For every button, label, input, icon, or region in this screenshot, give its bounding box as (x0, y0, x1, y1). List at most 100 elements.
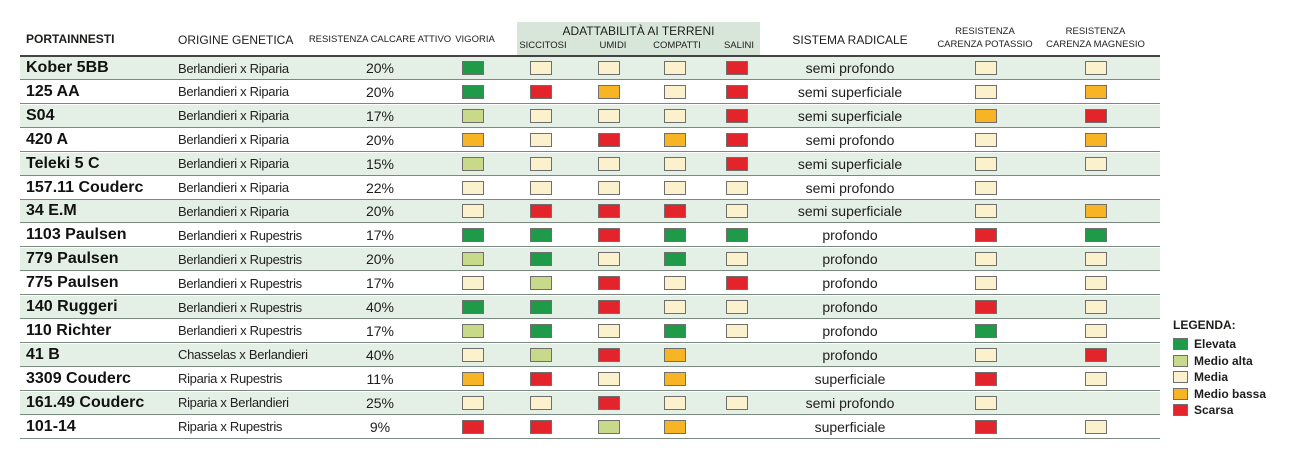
root-system: profondo (822, 322, 878, 339)
salini-rating-swatch (726, 252, 748, 267)
salini-rating-swatch (726, 323, 748, 338)
calcare-resistance: 40% (365, 299, 395, 315)
root-system: superficiale (814, 370, 886, 387)
calcare-resistance: 17% (365, 227, 395, 244)
compatti-rating-swatch (664, 108, 686, 123)
calcare-resistance: 17% (365, 107, 395, 124)
umidi-rating-swatch (598, 323, 620, 338)
salini-rating-swatch (726, 156, 748, 171)
vigoria-rating-swatch (462, 323, 484, 338)
potassio-rating-swatch (975, 395, 997, 410)
root-system: profondo (822, 251, 878, 268)
potassio-rating-swatch (975, 347, 997, 362)
rootstock-name: 1103 Paulsen (26, 226, 127, 244)
calcare-resistance: 22% (365, 179, 395, 196)
potassio-rating-swatch (975, 156, 997, 171)
umidi-rating-swatch (598, 300, 620, 314)
calcare-resistance: 9% (369, 418, 391, 435)
salini-rating-swatch (726, 180, 748, 195)
magnesio-rating-swatch (1085, 252, 1107, 267)
umidi-rating-swatch (598, 419, 620, 434)
root-system: profondo (822, 299, 878, 315)
root-system: semi profondo (805, 394, 895, 411)
vigoria-rating-swatch (462, 156, 484, 171)
umidi-rating-swatch (598, 252, 620, 267)
calcare-resistance: 20% (365, 203, 395, 220)
siccitosi-rating-swatch (530, 156, 552, 171)
umidi-rating-swatch (598, 228, 620, 243)
genetic-origin: Berlandieri x Riparia (178, 60, 289, 76)
rootstock-name: Kober 5BB (26, 59, 109, 76)
siccitosi-rating-swatch (530, 132, 552, 147)
potassio-rating-swatch (975, 300, 997, 314)
potassio-rating-swatch (975, 84, 997, 99)
compatti-rating-swatch (664, 132, 686, 147)
potassio-rating-swatch (975, 204, 997, 219)
root-system: semi superficiale (797, 107, 903, 124)
rootstock-name: 110 Richter (26, 321, 112, 339)
salini-rating-swatch (726, 395, 748, 410)
potassio-rating-swatch (975, 419, 997, 434)
compatti-rating-swatch (664, 276, 686, 291)
root-system: superficiale (814, 418, 886, 435)
siccitosi-rating-swatch (530, 395, 552, 410)
rootstock-name: Teleki 5 C (26, 154, 100, 172)
header-sistema-radicale: SISTEMA RADICALE (792, 33, 908, 47)
magnesio-rating-swatch (1085, 132, 1107, 147)
legend-item: Scarsa (1173, 402, 1233, 418)
siccitosi-rating-swatch (530, 371, 552, 386)
header-siccitosi: SICCITOSI (519, 40, 567, 51)
vigoria-rating-swatch (462, 132, 484, 147)
potassio-rating-swatch (975, 108, 997, 123)
calcare-resistance: 20% (365, 60, 395, 76)
genetic-origin: Berlandieri x Riparia (178, 84, 289, 100)
genetic-origin: Riparia x Berlandieri (178, 395, 289, 411)
vigoria-rating-swatch (462, 395, 484, 410)
table-row: Kober 5BB Berlandieri x Riparia 20% semi pr… (20, 57, 1160, 80)
table-row: 157.11 Couderc Berlandieri x Riparia 22% se… (20, 177, 1160, 200)
table-row: Teleki 5 C Berlandieri x Riparia 15% semi s… (20, 152, 1160, 176)
calcare-resistance: 17% (365, 322, 395, 339)
legend-label: Elevata (1194, 337, 1237, 351)
header-compatti: COMPATTI (653, 40, 701, 51)
siccitosi-rating-swatch (530, 347, 552, 362)
header-magnesio-1: RESISTENZA (1065, 26, 1126, 37)
root-system: profondo (822, 346, 878, 363)
potassio-rating-swatch (975, 132, 997, 147)
table-row: 775 Paulsen Berlandieri x Rupestris 17% pro… (20, 272, 1160, 296)
rootstock-name: 125 AA (26, 82, 80, 100)
genetic-origin: Berlandieri x Riparia (178, 108, 289, 124)
siccitosi-rating-swatch (530, 204, 552, 219)
magnesio-rating-swatch (1085, 347, 1107, 362)
genetic-origin: Berlandieri x Rupestris (178, 323, 302, 339)
table-row: 140 Ruggeri Berlandieri x Rupestris 40% pro… (20, 296, 1160, 319)
magnesio-rating-swatch (1085, 300, 1107, 314)
calcare-resistance: 20% (365, 83, 395, 100)
rootstock-name: S04 (26, 106, 55, 124)
salini-rating-swatch (726, 132, 748, 147)
compatti-rating-swatch (664, 156, 686, 171)
legend-label: Medio alta (1194, 353, 1253, 368)
genetic-origin: Berlandieri x Riparia (178, 156, 289, 172)
header-origine: ORIGINE GENETICA (178, 33, 294, 47)
genetic-origin: Berlandieri x Rupestris (178, 275, 302, 291)
magnesio-rating-swatch (1085, 108, 1107, 123)
vigoria-rating-swatch (462, 276, 484, 291)
legend-item: Medio bassa (1173, 386, 1266, 402)
salini-rating-swatch (726, 108, 748, 123)
header-umidi: UMIDI (599, 40, 627, 51)
siccitosi-rating-swatch (530, 84, 552, 99)
compatti-rating-swatch (664, 61, 686, 75)
table-row: 41 B Chasselas x Berlandieri 40% profondo (20, 343, 1160, 367)
table-row: 110 Richter Berlandieri x Rupestris 17% pro… (20, 320, 1160, 343)
table-row: 161.49 Couderc Riparia x Berlandieri 25% se… (20, 391, 1160, 415)
header-magnesio-2: CARENZA MAGNESIO (1046, 39, 1145, 50)
genetic-origin: Riparia x Rupestris (178, 371, 283, 387)
header-vigoria: VIGORIA (455, 34, 495, 45)
calcare-resistance: 25% (365, 394, 395, 411)
rootstock-name: 140 Ruggeri (26, 298, 118, 315)
rootstock-name: 3309 Couderc (26, 369, 131, 387)
umidi-rating-swatch (598, 395, 620, 410)
umidi-rating-swatch (598, 108, 620, 123)
legend-title: LEGENDA: (1173, 318, 1236, 332)
